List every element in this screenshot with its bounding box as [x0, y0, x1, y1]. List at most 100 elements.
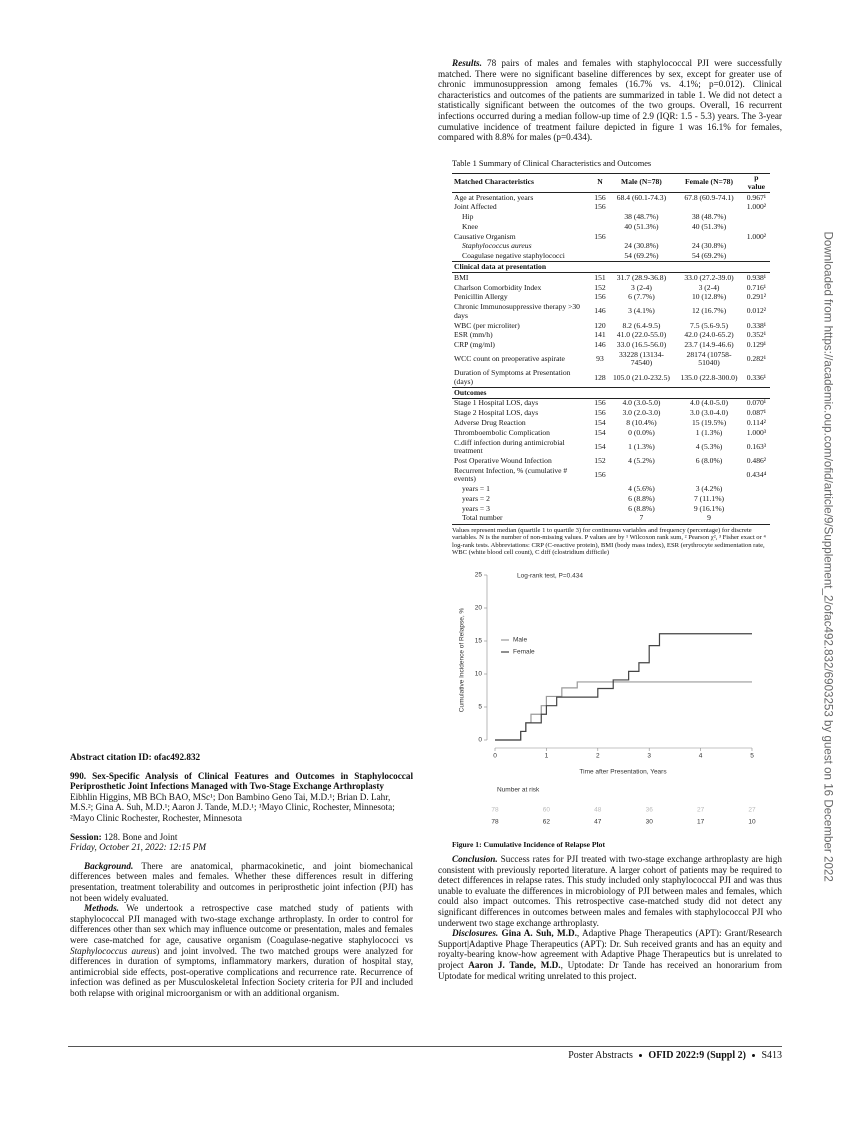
- bullet: [638, 1053, 643, 1058]
- table-cell: 156: [594, 192, 606, 202]
- table-cell: 7.5 (5.6-9.5): [690, 320, 728, 330]
- table-1: Table 1 Summary of Clinical Characterist…: [452, 159, 770, 557]
- table-row: Knee 40 (51.3%) 40 (51.3%): [452, 222, 770, 232]
- table-cell: 3 (4.1%): [628, 306, 655, 316]
- footer-rule: [68, 1046, 782, 1047]
- risk-title: Number at risk: [497, 787, 540, 794]
- table-cell: 41.0 (22.0-55.0): [616, 330, 667, 340]
- table-cell: 105.0 (21.0-232.5): [612, 372, 670, 382]
- table-row: years = 3 6 (8.8%) 9 (16.1%): [452, 504, 770, 514]
- table-cell: 8.2 (6.4-9.5): [622, 320, 661, 330]
- table-cell: 1.000²: [746, 202, 767, 212]
- y-axis-title: Cumulative Incidence of Relapse, %: [459, 608, 466, 713]
- table-cell: 3.0 (3.0-4.0): [690, 408, 728, 418]
- background: Background. There are anatomical, pharma…: [70, 861, 413, 903]
- lead-in: Background.: [84, 860, 134, 871]
- lead-in: Methods.: [84, 903, 119, 914]
- footer-journal: OFID 2022:9 (Suppl 2): [648, 1050, 746, 1061]
- footer-section: Poster Abstracts: [568, 1050, 633, 1061]
- table-row: Thromboembolic Complication 154 0 (0.0%) 1 …: [452, 428, 770, 438]
- right-bottom: Conclusion. Success rates for PJI treate…: [438, 854, 782, 981]
- bullet: [751, 1053, 756, 1058]
- table-cell: 31.7 (28.9-36.8): [616, 272, 667, 282]
- table-row: Causative Organism 156 1.000²: [452, 232, 770, 242]
- results: Results. 78 pairs of males and females w…: [438, 58, 782, 143]
- annotation: Log-rank test, P=0.434: [517, 573, 583, 580]
- table-cell: 9 (16.1%): [693, 503, 725, 513]
- table-cell: 0.352¹: [746, 330, 767, 340]
- table-cell: 0.338¹: [746, 320, 767, 330]
- table-cell: 7 (11.1%): [693, 493, 725, 503]
- table-cell: 0.486²: [746, 455, 767, 465]
- table-cell: 1 (1.3%): [695, 427, 723, 437]
- table-cell: [675, 203, 743, 213]
- table-row: CRP (mg/ml) 146 33.0 (16.5-56.0) 23.7 (14.9…: [452, 340, 770, 351]
- table-cell: ESR (mm/h): [454, 330, 493, 340]
- text: Success rates for PJI treated with two-s…: [438, 854, 782, 928]
- table-cell: [592, 213, 607, 223]
- table-cell: [675, 232, 743, 242]
- x-tick-label: 3: [647, 753, 651, 760]
- table-cell: [608, 466, 676, 484]
- table-row: Stage 1 Hospital LOS, days 156 4.0 (3.0-5.…: [452, 398, 770, 408]
- section-row: Outcomes: [452, 387, 770, 399]
- table-cell: Age at Presentation, years: [454, 192, 534, 202]
- table-cell: 42.0 (24.0-65.2): [684, 330, 734, 340]
- table-cell: 0.129¹: [746, 340, 767, 350]
- table-cell: 146: [594, 306, 606, 316]
- table-cell: 156: [594, 202, 606, 212]
- table-cell: CRP (mg/ml): [454, 340, 495, 350]
- table-row: Chronic Immunosuppressive therapy >30 da…: [452, 302, 770, 321]
- table-row: Charlson Comorbidity Index 152 3 (2-4) 3 (2…: [452, 283, 770, 293]
- text-run: ) and joint involved. The two matched gr…: [70, 945, 413, 998]
- table-cell: [743, 242, 770, 252]
- table-cell: Joint Affected: [454, 202, 497, 212]
- table-row: Staphylococcus aureus 24 (30.8%) 24 (30.8%…: [452, 242, 770, 252]
- table-cell: 0.087¹: [746, 408, 767, 418]
- table-cell: Causative Organism: [454, 231, 516, 241]
- table-cell: 33228 (13134-74540): [618, 349, 664, 368]
- text: There are anatomical, pharmacokinetic, a…: [70, 860, 413, 903]
- table-cell: BMI: [454, 272, 469, 282]
- table-cell: 0.282¹: [746, 354, 767, 364]
- table-cell: 6 (7.7%): [628, 292, 655, 302]
- abstract-title: 990. Sex-Specific Analysis of Clinical F…: [70, 770, 413, 792]
- table-cell: 146: [594, 340, 606, 350]
- table-cell: 3.0 (2.0-3.0): [622, 408, 661, 418]
- table-cell: Thromboembolic Complication: [454, 427, 550, 437]
- risk-count: 27: [748, 807, 756, 814]
- table-row: Total number 7 9: [452, 513, 770, 525]
- risk-count: 10: [748, 819, 756, 826]
- table-cell: 0.070¹: [746, 398, 767, 408]
- table-cell: 4.0 (3.0-5.0): [622, 398, 661, 408]
- table-cell: 0.114²: [746, 417, 766, 427]
- table-cell: [743, 222, 770, 232]
- table-cell: [608, 232, 676, 242]
- footer-page: S413: [761, 1050, 782, 1061]
- table-cell: 3 (4.2%): [695, 484, 723, 494]
- table-row: Hip 38 (48.7%) 38 (48.7%): [452, 212, 770, 223]
- table-cell: Knee: [462, 221, 479, 231]
- table-row: Adverse Drug Reaction 154 8 (10.4%) 15 (19.…: [452, 418, 770, 428]
- table-row: Matched Characteristics N Male (N=78) Femal…: [452, 172, 770, 193]
- table-cell: 1 (1.3%): [628, 441, 655, 451]
- text: 78 pairs of males and females with staph…: [438, 58, 783, 143]
- table-cell: [592, 484, 607, 494]
- table-cell: Coagulase negative staphylococci: [462, 251, 565, 261]
- table-cell: [675, 466, 743, 484]
- disclosures: Disclosures. Gina A. Suh, M.D., Adaptive…: [438, 928, 782, 981]
- table-row: Joint Affected 156 1.000²: [452, 203, 770, 213]
- table-row: Duration of Symptoms at Presentation (da…: [452, 368, 770, 388]
- citation: Abstract citation ID: ofac492.832: [70, 752, 201, 762]
- table-cell: 141: [594, 330, 606, 340]
- x-tick-label: 4: [699, 753, 703, 760]
- y-tick-label: 20: [475, 605, 483, 612]
- table-cell: [608, 203, 676, 213]
- session-date: Friday, October 21, 2022: 12:15 PM: [70, 842, 207, 853]
- footer: Poster Abstracts OFID 2022:9 (Suppl 2) S…: [568, 1050, 782, 1061]
- table-cell: 23.7 (14.9-46.6): [684, 340, 734, 350]
- risk-count: 17: [697, 819, 705, 826]
- section-title: Outcomes: [452, 387, 770, 399]
- table-cell: 9: [675, 513, 743, 525]
